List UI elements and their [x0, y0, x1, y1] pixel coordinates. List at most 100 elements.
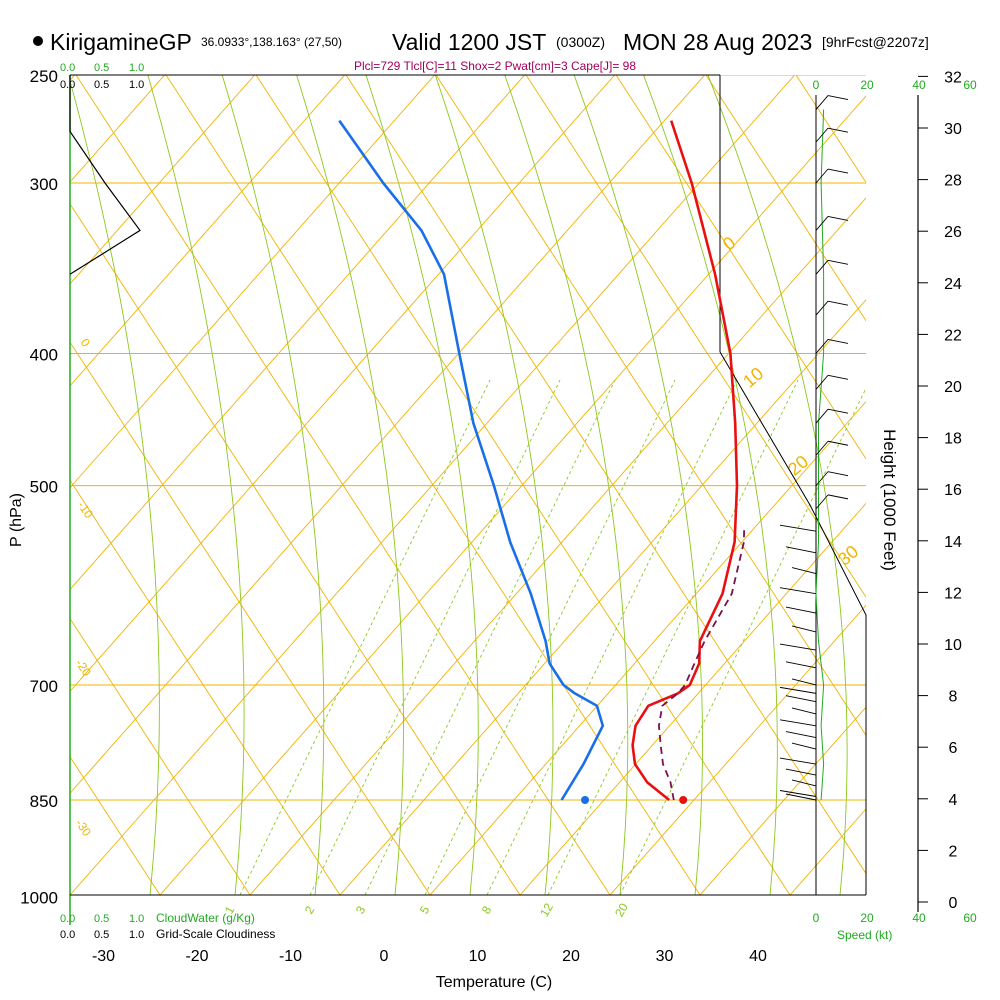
height-tick-label: 2 [949, 843, 958, 860]
mixing-ratio-label: 2 [302, 903, 318, 916]
height-tick-label: 22 [944, 327, 962, 344]
height-tick-label: 16 [944, 482, 962, 499]
wind-barb-flag [827, 259, 849, 265]
cloudiness-scale-bottom-1: 0.5 [94, 929, 109, 941]
height-tick-label: 10 [944, 637, 962, 654]
temperature-tick-label: 0 [380, 948, 389, 965]
stability-indices: Plcl=729 Tlcl[C]=11 Shox=2 Pwat[cm]=3 Ca… [354, 59, 636, 73]
isotherm-line [70, 75, 616, 692]
height-tick-label: 28 [944, 173, 962, 190]
right-boundary [719, 351, 867, 895]
pressure-tick-label: 500 [30, 478, 58, 497]
dry-adiabat-line [70, 341, 431, 895]
dry-adiabat-line [615, 75, 866, 460]
forecast-tag: [9hrFcst@2207z] [822, 34, 929, 50]
wind-barb [785, 695, 817, 703]
cloudwater-scale-top-0: 0.0 [60, 62, 75, 74]
isotherm-line [70, 75, 436, 489]
wind-barb [815, 168, 829, 184]
wind-barb [791, 779, 817, 787]
height-tick-label: 30 [944, 121, 962, 138]
temperature-tick-label: -10 [279, 948, 302, 965]
theta-label: -10 [75, 499, 97, 522]
isotherm-line [699, 706, 866, 895]
cloudiness-label: Grid-Scale Cloudiness [156, 927, 275, 941]
theta-label: -30 [73, 817, 95, 840]
wind-barb-flag [827, 95, 849, 100]
cloudwater-label: CloudWater (g/Kg) [156, 911, 255, 925]
parcel-curve [658, 525, 746, 801]
mixing-ratio-label: 20 [612, 900, 631, 919]
wind-barb-flag [827, 440, 849, 446]
wind-barb [779, 643, 817, 651]
isotherm-line [70, 75, 526, 591]
height-tick-label: 32 [944, 69, 962, 86]
dry-adiabat-line [795, 75, 866, 184]
temperature-tick-label: -20 [185, 948, 208, 965]
x-axis-title: Temperature (C) [436, 974, 552, 991]
dry-adiabat-line [255, 75, 791, 895]
wind-barb [779, 524, 817, 532]
wind-barb [815, 260, 829, 275]
temperature-curve [631, 120, 739, 802]
pressure-tick-label: 1000 [20, 888, 58, 907]
wind-barb-flag [827, 408, 849, 414]
cloudiness-scale-top-0: 0.0 [60, 79, 75, 91]
moist-adiabat-line [573, 75, 703, 895]
mixing-ratio-label: 3 [353, 903, 369, 916]
valid-time: Valid 1200 JST [392, 29, 546, 55]
station-name: KirigamineGP [50, 29, 192, 55]
dry-adiabat-line [70, 894, 71, 895]
cloudwater-scale-bottom-2: 1.0 [129, 913, 144, 925]
cloudiness-scale-bottom-0: 0.0 [60, 929, 75, 941]
temperature-tick-label: 40 [749, 948, 767, 965]
wind-barb-flag [827, 374, 849, 380]
wind-scale-bottom-2: 40 [912, 911, 926, 925]
temperature-tick-label: 20 [562, 948, 580, 965]
isotherm-line [429, 400, 866, 895]
wind-barb [779, 686, 817, 694]
dewpoint-curve [338, 119, 605, 801]
wind-barb [815, 127, 829, 143]
isotherm-line [70, 75, 166, 183]
wind-scale-bottom-1: 20 [860, 911, 874, 925]
wind-barb-flag [827, 300, 849, 306]
dry-adiabat-line [435, 75, 866, 737]
mixing-ratio-line [309, 379, 561, 895]
wind-barb [791, 567, 817, 575]
isotherm-line [70, 75, 346, 387]
pressure-tick-label: 400 [30, 345, 58, 364]
cloudiness-scale-bottom-2: 1.0 [129, 929, 144, 941]
theta-label: -20 [73, 657, 95, 680]
station-coords: 36.0933°,138.163° (27,50) [201, 35, 342, 49]
wind-scale-top-0: 0 [813, 78, 820, 92]
dry-adiabat-line [70, 617, 251, 895]
height-tick-label: 14 [944, 534, 962, 551]
dry-adiabat-line [705, 75, 866, 322]
cloudwater-scale-bottom-1: 0.5 [94, 913, 109, 925]
moist-adiabat-line [707, 75, 848, 895]
height-tick-label: 24 [944, 276, 962, 293]
isotherm-line [70, 75, 256, 285]
dry-adiabat-line [525, 75, 866, 598]
pressure-tick-label: 850 [30, 792, 58, 811]
height-tick-label: 20 [944, 379, 962, 396]
surface-temperature-marker [679, 796, 688, 804]
moist-adiabat-line [365, 75, 479, 895]
moist-adiabat-line [147, 75, 245, 895]
wind-barb [785, 606, 817, 614]
dry-adiabat-line [70, 755, 161, 895]
wind-barb [815, 375, 829, 390]
height-tick-label: 12 [944, 585, 962, 602]
wind-barb [815, 339, 829, 354]
wind-scale-top-3: 60 [963, 78, 977, 92]
mixing-ratio-line [486, 379, 738, 895]
surface-dewpoint-marker [581, 796, 590, 804]
cloudiness-scale-top-1: 0.5 [94, 79, 109, 91]
cloudiness-curve [69, 75, 141, 275]
wind-scale-top-1: 20 [860, 78, 874, 92]
dry-adiabat-line [345, 75, 866, 875]
pressure-tick-label: 700 [30, 677, 58, 696]
wind-speed-label: Speed (kt) [837, 928, 892, 942]
